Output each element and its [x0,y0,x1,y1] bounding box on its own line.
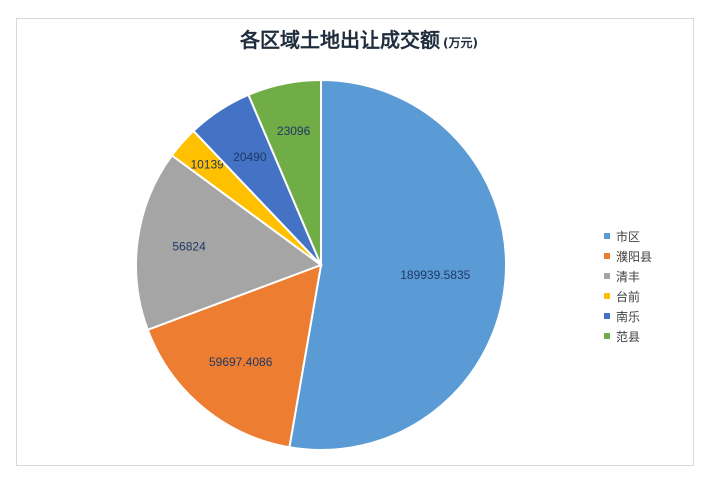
pie-slice-5 [247,78,322,266]
data-label-2: 56824 [172,240,206,254]
legend-item-5: 范县 [604,326,652,346]
legend-label: 范县 [616,329,641,344]
chart-title-text: 各区域土地出让成交额 [240,28,440,52]
legend-item-1: 濮阳县 [604,246,652,266]
legend-swatch [604,293,610,299]
pie-slice-1 [146,263,323,449]
pie-slice-0 [288,78,507,451]
legend-label: 清丰 [616,269,641,284]
legend-label: 市区 [616,229,641,244]
legend-swatch [604,333,610,339]
chart-title: 各区域土地出让成交额 (万元) [0,24,718,53]
data-label-5: 23096 [277,124,311,138]
chart-title-unit: (万元) [443,36,478,50]
data-label-1: 59697.4086 [209,355,273,369]
legend-swatch [604,313,610,319]
legend-item-3: 台前 [604,286,652,306]
legend-item-2: 清丰 [604,266,652,286]
data-label-4: 20490 [233,150,267,164]
legend-item-4: 南乐 [604,306,652,326]
legend-label: 南乐 [616,309,641,324]
legend: 市区濮阳县清丰台前南乐范县 [604,226,652,346]
pie-slice-2 [135,154,324,332]
legend-swatch [604,273,610,279]
legend-label: 濮阳县 [616,249,653,264]
legend-swatch [604,233,610,239]
legend-label: 台前 [616,289,641,304]
data-label-0: 189939.5835 [400,268,470,282]
data-label-3: 10139 [190,158,224,172]
legend-swatch [604,253,610,259]
legend-item-0: 市区 [604,226,652,246]
